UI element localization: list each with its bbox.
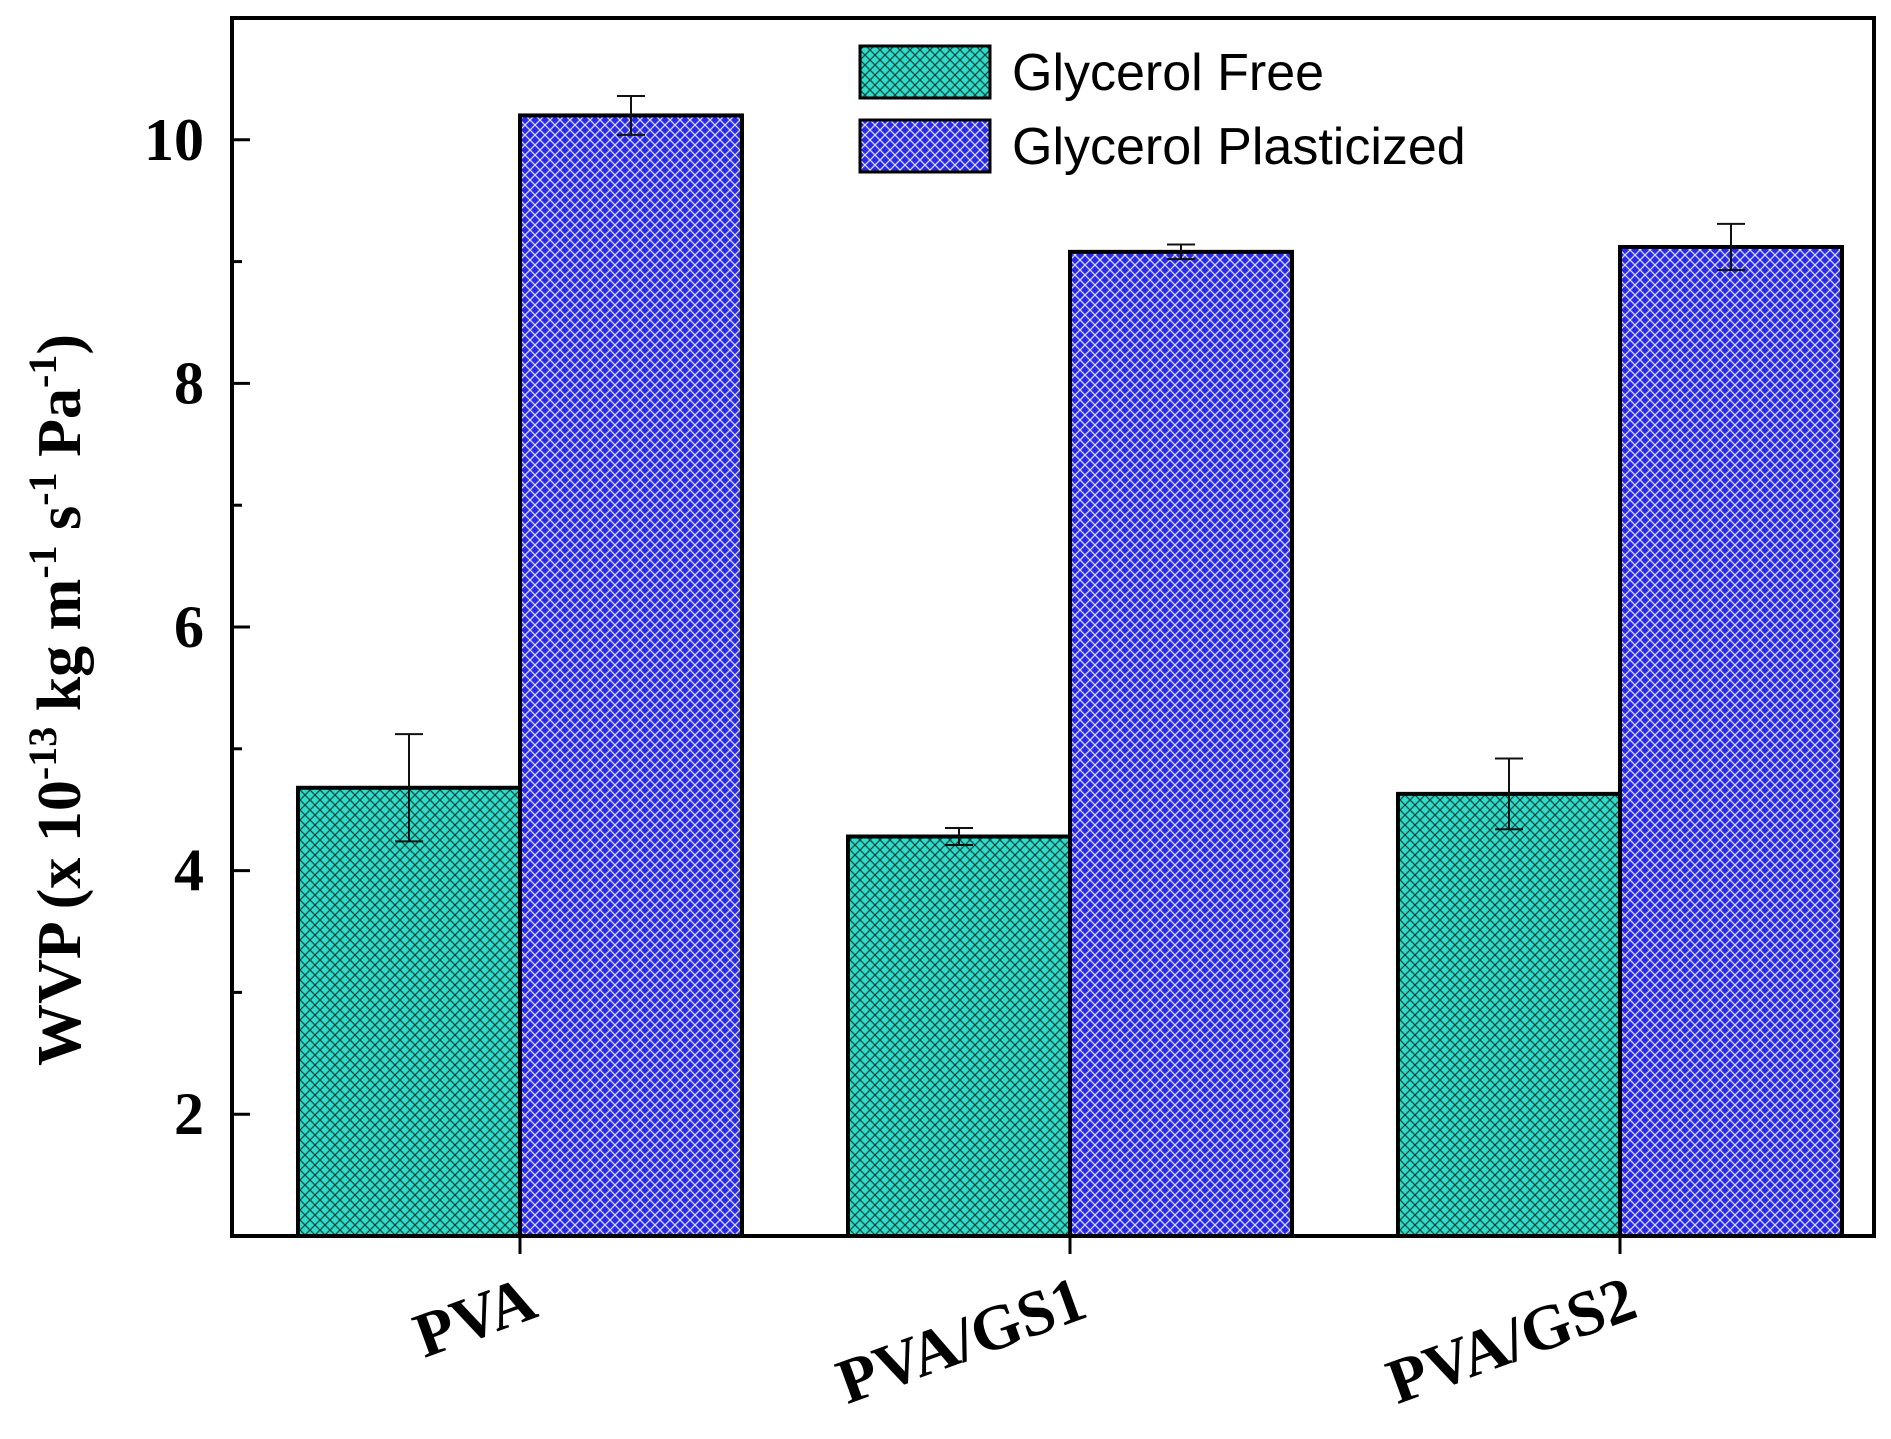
bar-glycerol-plasticized-pva-gs1 xyxy=(1068,249,1294,1238)
x-axis: PVA PVA/GS1 PVA/GS2 xyxy=(405,1236,1645,1418)
y-tick-label: 4 xyxy=(174,838,204,904)
plot-frame xyxy=(230,16,1876,1238)
bar-glycerol-free-pva-gs2 xyxy=(1396,791,1622,1239)
bar-glycerol-free-pva-gs1 xyxy=(846,834,1072,1238)
error-bars-layer xyxy=(395,94,1745,847)
legend-label-glycerol-free: Glycerol Free xyxy=(1012,44,1324,102)
error-bar-glycerol-free-pva xyxy=(395,733,423,843)
bar-glycerol-plasticized-pva xyxy=(518,113,744,1239)
x-tick-label-pva-gs2: PVA/GS2 xyxy=(1378,1262,1645,1417)
error-bar-glycerol-plasticized-pva xyxy=(617,94,645,136)
error-bar-glycerol-plasticized-pva-gs2 xyxy=(1717,222,1745,272)
bars-layer xyxy=(296,113,1844,1239)
x-tick-label-pva-gs1: PVA/GS1 xyxy=(828,1262,1095,1417)
legend-label-glycerol-plasticized: Glycerol Plasticized xyxy=(1012,118,1466,176)
bar-glycerol-plasticized-pva-gs2 xyxy=(1618,244,1844,1238)
legend-swatch-glycerol-plasticized xyxy=(858,118,992,174)
y-axis-title: WVP (x 10-13 kg m-1 s-1 Pa-1) xyxy=(20,334,94,1066)
error-bar-glycerol-free-pva-gs1 xyxy=(945,826,973,847)
error-bar-glycerol-plasticized-pva-gs1 xyxy=(1167,243,1195,261)
y-tick-label: 8 xyxy=(174,350,204,416)
error-bar-glycerol-free-pva-gs2 xyxy=(1495,757,1523,831)
legend-swatch-glycerol-free xyxy=(858,44,992,100)
legend: Glycerol Free Glycerol Plasticized xyxy=(858,44,1466,176)
bar-glycerol-free-pva xyxy=(296,785,522,1238)
y-tick-label: 6 xyxy=(174,594,204,660)
y-axis: 2 4 6 8 10 xyxy=(144,16,250,1238)
y-tick-label: 2 xyxy=(174,1081,204,1147)
y-tick-label: 10 xyxy=(144,107,204,173)
x-tick-label-pva: PVA xyxy=(405,1262,545,1371)
